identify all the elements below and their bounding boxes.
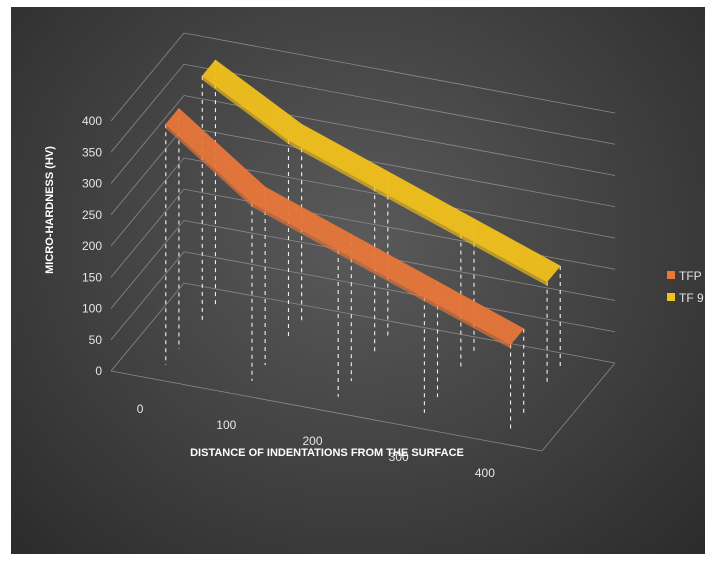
ribbon-side [424, 297, 511, 349]
x-tick-label: 200 [302, 434, 322, 448]
x-tick-label: 400 [475, 466, 495, 480]
legend-swatch-tf9 [667, 293, 675, 301]
ribbon-side [251, 202, 339, 255]
ribbon-segment [423, 281, 525, 345]
floor-edge [110, 362, 616, 452]
ribbon-side [460, 234, 548, 286]
x-tick-label: 300 [389, 450, 409, 464]
x-tick-label: 100 [216, 418, 236, 432]
y-axis-title: MICRO-HARDNESS (HV) [44, 146, 56, 274]
x-axis-title: DISTANCE OF INDENTATIONS FROM THE SURFAC… [190, 447, 464, 459]
series-tfp9-ribbon [165, 108, 525, 349]
y-tick-label: 100 [82, 302, 102, 316]
ribbon-side [202, 75, 289, 145]
ribbon-segment [460, 218, 561, 283]
gridline [110, 95, 616, 184]
x-tick-labels: 0 100 200 300 400 [137, 402, 495, 480]
ribbon-side [288, 140, 375, 192]
y-tick-label: 150 [82, 270, 102, 284]
legend-label-tf9: TF 9 [679, 291, 704, 305]
gridline [110, 157, 616, 247]
gridline [110, 220, 616, 309]
ribbon-side [374, 187, 461, 239]
y-tick-label: 300 [82, 177, 102, 191]
gridline [110, 32, 616, 122]
series-ribbons [165, 59, 561, 349]
y-tick-label: 200 [82, 239, 102, 253]
ribbon-side [165, 124, 252, 207]
gridline [110, 63, 616, 153]
ribbon-side [338, 250, 425, 302]
y-tick-label: 400 [82, 114, 102, 128]
legend-label-tfp9: TFP 9 [679, 269, 705, 283]
gridline [110, 282, 616, 372]
ribbon-segment [374, 171, 475, 235]
ribbon-segment [201, 59, 303, 141]
x-tick-label: 0 [137, 402, 144, 416]
legend: TFP 9 TF 9 [667, 269, 705, 305]
series-tf9-ribbon [201, 59, 561, 286]
y-tick-label: 350 [82, 145, 102, 159]
y-tick-label: 0 [95, 364, 102, 378]
chart-area: 0 50 100 150 200 250 300 350 400 0 100 200 300 400 M… [11, 7, 705, 554]
chart-svg: 0 50 100 150 200 250 300 350 400 0 100 200 300 400 M… [44, 32, 705, 480]
y-tick-labels: 0 50 100 150 200 250 300 350 400 [82, 114, 102, 378]
y-tick-label: 250 [82, 208, 102, 222]
y-tick-label: 50 [89, 333, 103, 347]
legend-swatch-tfp9 [667, 271, 675, 279]
ribbon-segment [288, 123, 389, 188]
